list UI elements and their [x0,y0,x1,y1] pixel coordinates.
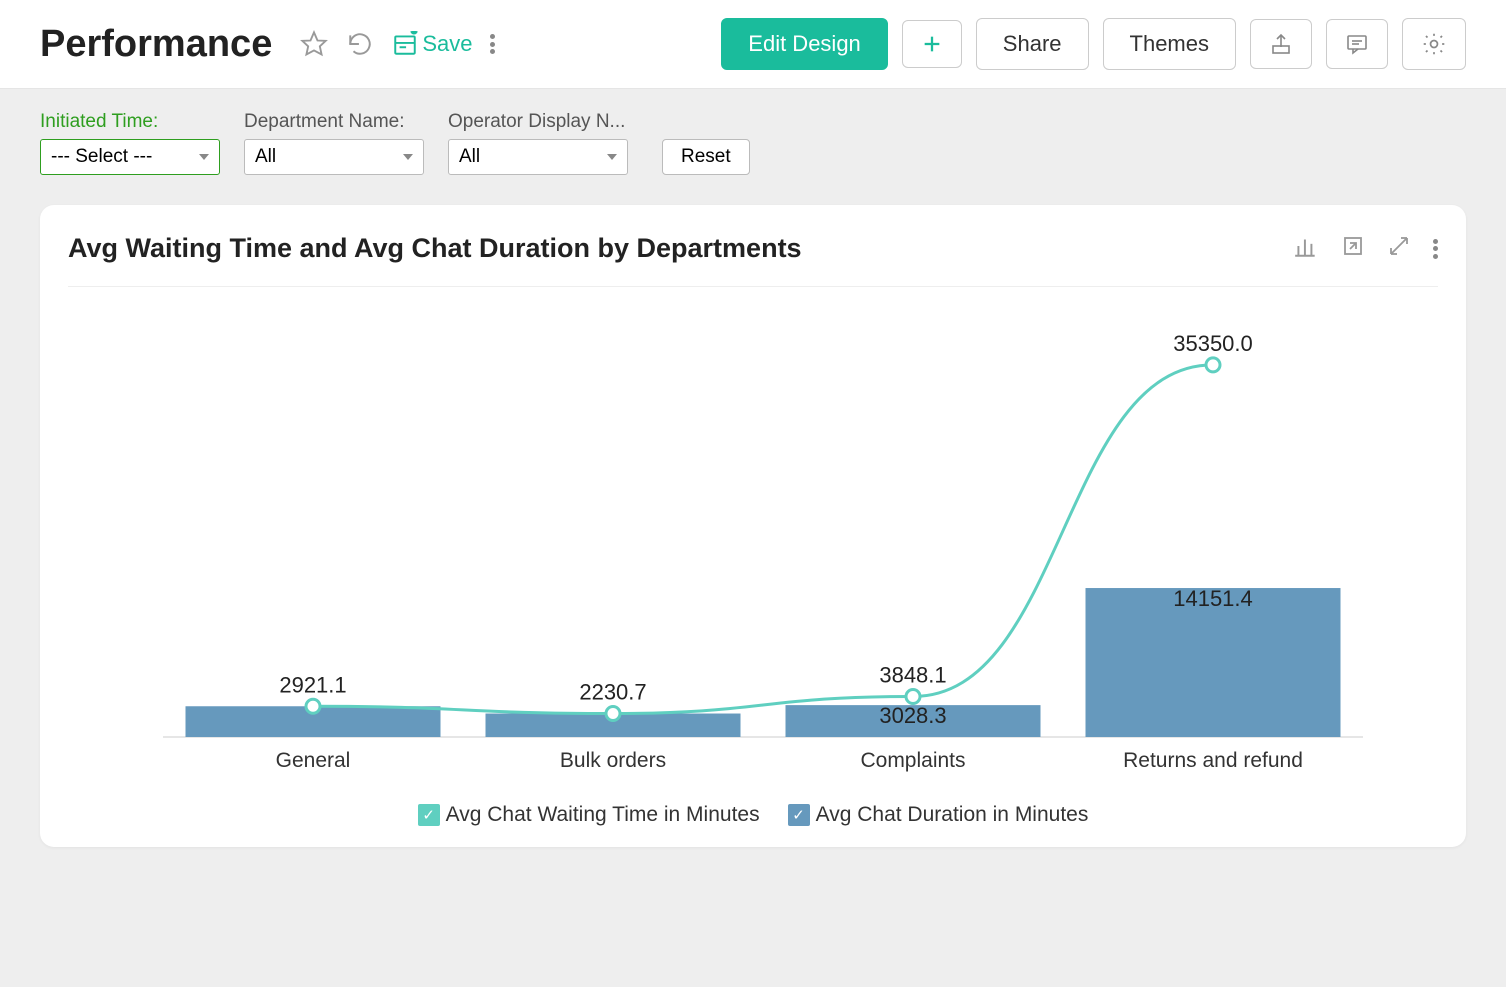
save-label: Save [422,31,472,57]
filter-label-department-name: Department Name: [244,111,424,133]
select-initiated-time[interactable]: --- Select --- [40,139,220,175]
reset-button[interactable]: Reset [662,139,750,175]
header-bar: Performance * Save Edit Design Share The… [0,0,1506,89]
chevron-down-icon [403,154,413,160]
select-initiated-time-value: --- Select --- [51,146,152,168]
page-title: Performance [40,23,272,66]
comment-button[interactable] [1326,19,1388,69]
filter-initiated-time: Initiated Time: --- Select --- [40,111,220,175]
svg-text:*: * [412,31,418,41]
add-button[interactable] [902,20,962,68]
filter-operator-display: Operator Display N... All [448,111,628,175]
expand-icon[interactable] [1387,234,1411,263]
filter-bar: Initiated Time: --- Select --- Departmen… [0,89,1506,187]
card-actions [1271,233,1438,264]
legend-item-duration[interactable]: ✓ Avg Chat Duration in Minutes [788,803,1089,827]
chevron-down-icon [607,154,617,160]
filter-label-initiated-time: Initiated Time: [40,111,220,133]
select-department-name-value: All [255,146,276,168]
select-operator-display[interactable]: All [448,139,628,175]
legend-item-waiting[interactable]: ✓ Avg Chat Waiting Time in Minutes [418,803,760,827]
legend-label-duration: Avg Chat Duration in Minutes [816,803,1089,827]
legend-check-waiting: ✓ [418,804,440,826]
comment-icon [1345,32,1369,56]
select-department-name[interactable]: All [244,139,424,175]
legend: ✓ Avg Chat Waiting Time in Minutes ✓ Avg… [68,803,1438,827]
filter-department-name: Department Name: All [244,111,424,175]
themes-button[interactable]: Themes [1103,18,1236,70]
chart-type-icon[interactable] [1293,233,1319,264]
svg-text:3028.3: 3028.3 [879,703,946,728]
gear-icon [1421,31,1447,57]
refresh-icon[interactable] [346,30,374,58]
chart-card: Avg Waiting Time and Avg Chat Duration b… [40,205,1466,847]
legend-check-duration: ✓ [788,804,810,826]
chevron-down-icon [199,154,209,160]
card-more-icon[interactable] [1433,239,1438,259]
chart-area: General Bulk orders 3028.3 Complaints 14151.… [68,307,1438,787]
svg-text:Bulk orders: Bulk orders [560,749,666,772]
svg-text:2921.1: 2921.1 [279,672,346,697]
svg-text:General: General [276,749,351,772]
settings-button[interactable] [1402,18,1466,70]
legend-label-waiting: Avg Chat Waiting Time in Minutes [446,803,760,827]
edit-design-button[interactable]: Edit Design [721,18,888,70]
svg-text:2230.7: 2230.7 [579,680,646,705]
svg-text:35350.0: 35350.0 [1173,331,1253,356]
select-operator-display-value: All [459,146,480,168]
chart-svg: General Bulk orders 3028.3 Complaints 14151.… [68,307,1438,787]
save-button[interactable]: * Save [392,31,472,57]
filter-label-operator-display: Operator Display N... [448,111,628,133]
chart-title: Avg Waiting Time and Avg Chat Duration b… [68,233,1271,264]
svg-text:Complaints: Complaints [860,749,965,772]
open-external-icon[interactable] [1341,234,1365,263]
card-header: Avg Waiting Time and Avg Chat Duration b… [68,233,1438,287]
favorite-star-icon[interactable] [300,30,328,58]
svg-text:3848.1: 3848.1 [879,662,946,687]
svg-text:14151.4: 14151.4 [1173,586,1253,611]
svg-text:Returns and refund: Returns and refund [1123,749,1303,772]
export-icon [1269,32,1293,56]
export-button[interactable] [1250,19,1312,69]
share-button[interactable]: Share [976,18,1089,70]
header-more-icon[interactable] [490,34,495,54]
